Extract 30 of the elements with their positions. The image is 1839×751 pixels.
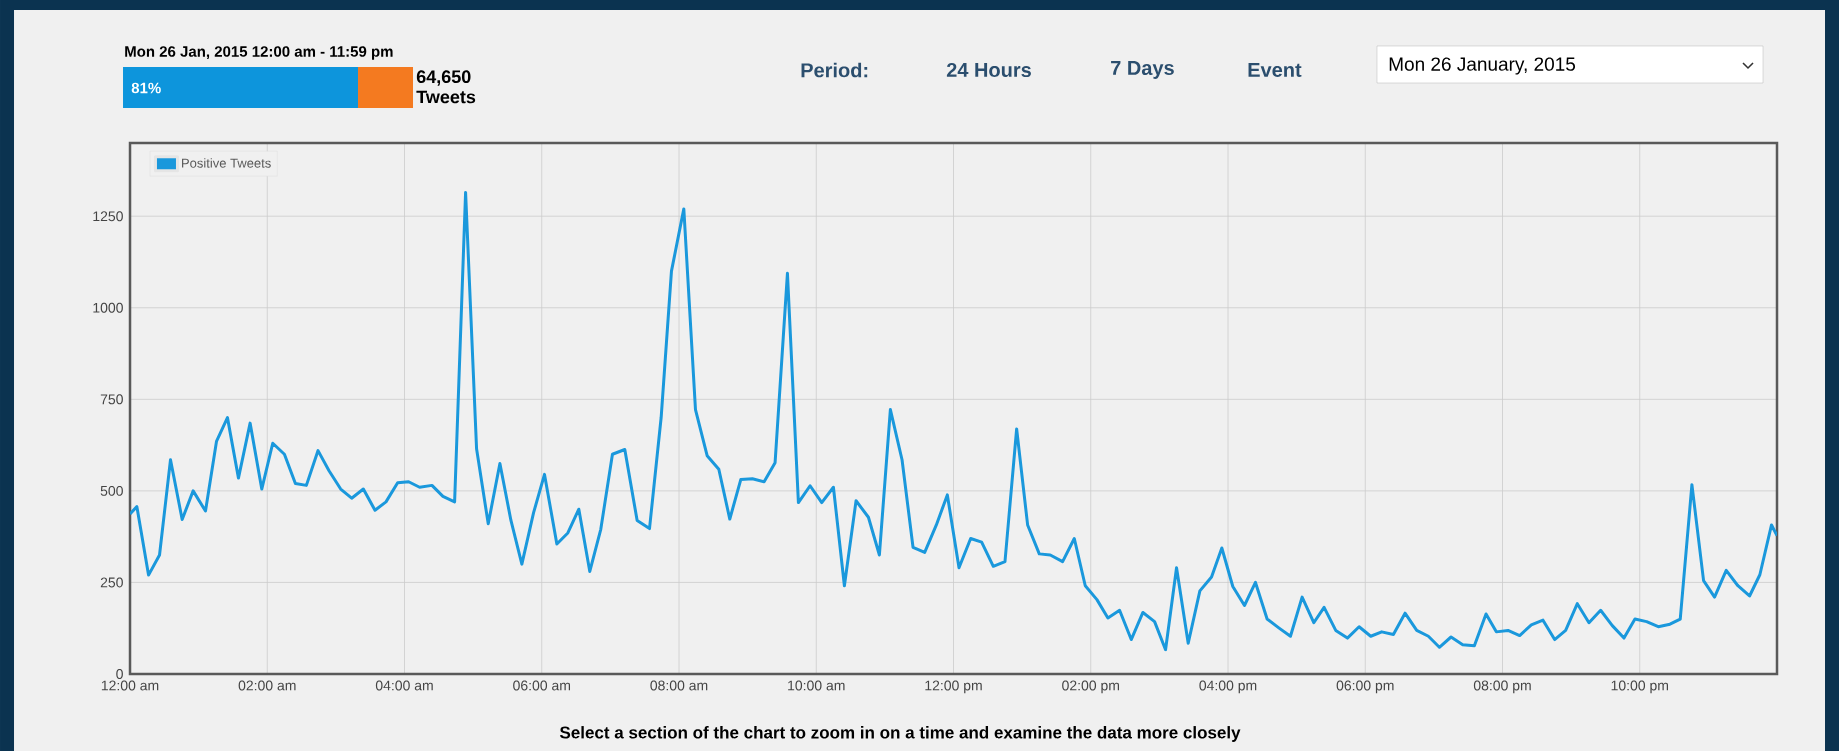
x-tick-label: 06:00 am <box>513 680 571 691</box>
y-tick-label: 0 <box>116 669 123 679</box>
x-tick-label: 12:00 am <box>101 680 159 691</box>
chart-title: Mon 26 Jan, 2015 12:00 am - 11:59 pm <box>125 46 393 60</box>
x-tick-label: 02:00 pm <box>1062 680 1120 694</box>
text: 81% <box>131 82 161 94</box>
text: Mon 26 January, 2015 <box>1389 57 1576 75</box>
y-tick-label: 1000 <box>93 302 123 313</box>
text: 7 Days <box>1111 61 1174 79</box>
y-tick-label: 250 <box>100 577 123 588</box>
y-tick-label: 500 <box>100 485 123 496</box>
text: 24 Hours <box>946 62 1031 78</box>
text: 64,650 <box>416 70 471 86</box>
y-tick-label: 1250 <box>93 211 123 222</box>
x-tick-label: 02:00 am <box>238 680 296 691</box>
x-tick-label: 10:00 pm <box>1611 680 1668 694</box>
x-tick-label: 12:00 pm <box>925 680 982 694</box>
x-tick-label: 04:00 am <box>375 680 433 691</box>
x-tick-label: 10:00 am <box>788 680 845 691</box>
x-tick-label: 04:00 pm <box>1199 680 1257 694</box>
text: Period: <box>801 62 868 78</box>
text: Tweets <box>416 90 476 104</box>
text: Select a section of the chart to zoom in on a time and examine the data more closely <box>559 726 1241 742</box>
y-tick-label: 750 <box>100 394 123 405</box>
x-tick-label: 08:00 am <box>650 680 708 691</box>
x-tick-label: 08:00 pm <box>1473 680 1531 694</box>
text: Event <box>1248 63 1302 77</box>
legend-label: Positive Tweets <box>182 158 271 168</box>
x-tick-label: 06:00 pm <box>1336 680 1394 694</box>
line-series <box>130 190 1777 652</box>
